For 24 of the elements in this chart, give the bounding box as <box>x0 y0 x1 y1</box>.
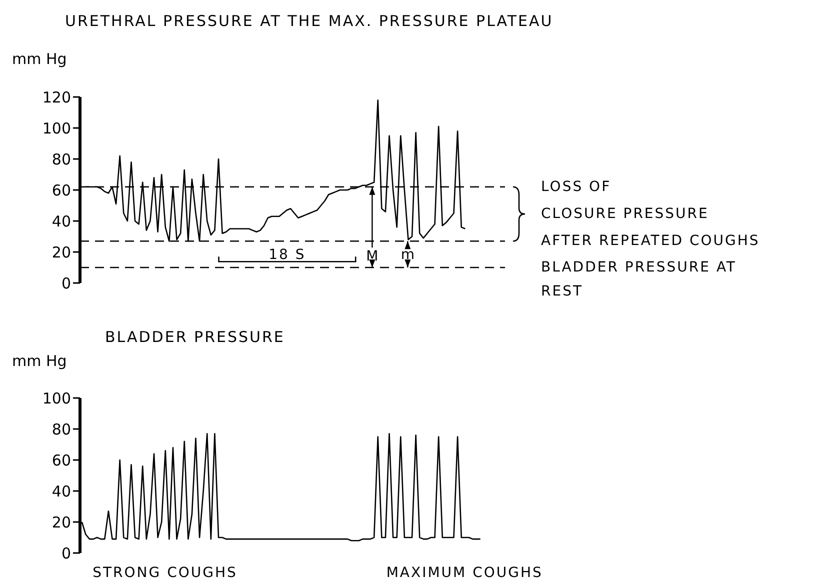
ref-line-label: BLADDER PRESSURE AT REST <box>541 259 736 300</box>
text: LOSS OF CLOSURE PRESSURE AFTER REPEATED COUGHS <box>541 178 760 249</box>
y-tick-label: 100 <box>42 119 71 138</box>
y-tick-label: 80 <box>52 150 71 168</box>
y-tick-label: 60 <box>52 181 71 200</box>
chart-title: URETHRAL PRESSURE AT THE MAX. PRESSURE PLATEAU <box>65 12 554 30</box>
y-tick-label: 40 <box>52 482 71 500</box>
y-tick-label: 0 <box>61 544 71 562</box>
y-tick-label: 40 <box>52 212 71 230</box>
y-axis-title: mm Hg <box>12 50 67 68</box>
annotation: m <box>400 246 414 263</box>
y-tick-label: 100 <box>42 389 71 408</box>
y-tick-label: 0 <box>61 274 71 292</box>
y-tick-label: 80 <box>52 420 71 438</box>
annotation: M <box>366 248 378 264</box>
y-tick-label: 20 <box>52 243 71 262</box>
y-axis-title: mm Hg <box>12 352 67 370</box>
chart-title: BLADDER PRESSURE <box>105 328 285 346</box>
annotation: 18 S <box>268 246 306 263</box>
text: STRONG COUGHS <box>92 564 238 581</box>
y-tick-label: 60 <box>52 451 71 470</box>
y-tick-label: 20 <box>52 513 71 532</box>
y-tick-label: 120 <box>42 88 71 106</box>
text: MAXIMUM COUGHS <box>386 564 543 581</box>
